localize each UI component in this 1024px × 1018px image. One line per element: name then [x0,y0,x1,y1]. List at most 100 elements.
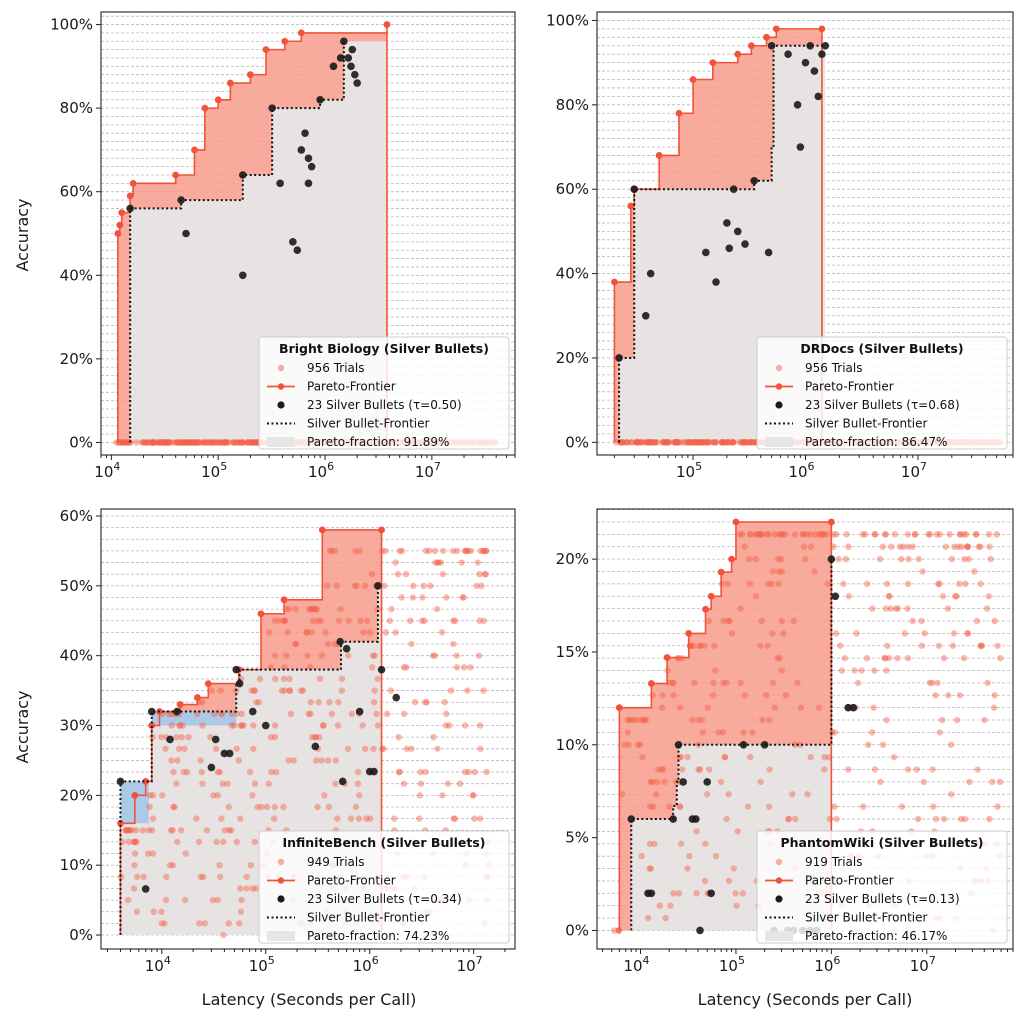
trial-point [715,729,722,736]
trial-point [471,768,479,776]
pareto-point [117,819,124,827]
trial-point [821,766,828,773]
trial-point [391,815,398,822]
trial-point [909,617,916,625]
trial-point [235,439,243,446]
trial-point [422,768,429,776]
trial-point [439,547,447,555]
trial-point [639,753,646,761]
trial-point [396,768,403,776]
trial-point [450,815,457,822]
trial-point [672,439,680,446]
trial-point [184,439,191,446]
trial-point [811,568,818,575]
trial-point [220,439,227,446]
trial-point [290,757,297,764]
trial-point [317,617,325,624]
trial-point [215,439,223,446]
trial-point [458,559,465,566]
trial-point [647,865,655,872]
trial-point [820,531,828,538]
trial-point [323,582,331,590]
trial-point [698,439,706,446]
trial-point [671,439,678,446]
trial-point [940,815,948,823]
silver-bullet-point [646,269,655,278]
trial-point [207,733,214,741]
trial-point [730,439,737,446]
trial-point [443,594,450,601]
trial-point [255,699,263,706]
y-tick-label: 15% [556,643,589,661]
trial-point [197,757,204,764]
trial-point [950,630,958,637]
trial-point [932,815,940,823]
legend-title: Bright Biology (Silver Bullets) [279,341,489,356]
trial-point [139,827,146,834]
x-tick-exponent: 6 [327,460,334,473]
trial-point [695,439,703,446]
trial-point [325,803,333,811]
trial-point [139,439,146,446]
trial-point [210,792,217,799]
trial-point [192,439,199,446]
trial-point [230,439,237,446]
trial-point [453,664,461,671]
trial-point [218,815,225,822]
trial-point [655,766,662,773]
legend-title: PhantomWiki (Silver Bullets) [780,835,983,850]
trial-point [662,439,669,446]
trial-point [868,729,876,736]
trial-point [634,439,642,446]
trial-point [697,642,704,649]
trial-point [434,559,441,566]
trial-point [249,439,256,446]
trial-point [710,692,717,699]
trial-point [936,580,943,588]
trial-point [434,745,441,752]
trial-point [228,722,235,729]
pareto-point [191,146,198,154]
trial-point [465,768,472,776]
trial-point [898,555,905,563]
trial-point [303,629,311,636]
y-tick-label: 20% [556,550,589,568]
trial-point [723,815,730,823]
panel-3: 0%10%20%30%40%50%60%104 105 106 107Infinite… [60,507,516,975]
trial-point [307,664,314,671]
silver-bullet-point [342,644,351,653]
trial-point [688,642,695,649]
trial-point [319,722,327,729]
trial-point [408,745,415,752]
trial-point [320,722,327,729]
trial-point [450,640,457,648]
trial-point [977,543,984,550]
trial-point [725,617,732,625]
trial-point [155,439,163,446]
trial-point [235,920,243,927]
trial-point [243,885,250,892]
trial-point [660,439,668,446]
trial-point [973,531,980,538]
trial-point [165,439,173,446]
trial-point [478,582,485,590]
trial-point [775,531,783,538]
trial-point [345,652,352,659]
silver-bullet-point [344,54,353,62]
trial-point [964,630,971,637]
silver-bullet-point [173,707,181,716]
trial-point [704,704,711,711]
trial-point [476,570,483,578]
trial-point [712,439,719,446]
trial-point [483,547,490,555]
trial-point [133,908,141,915]
trial-point [422,547,430,555]
trial-point [119,439,127,446]
trial-point [741,439,748,446]
trial-point [292,640,300,648]
trial-point [683,439,690,446]
trial-point [271,722,279,729]
trial-point [758,617,766,625]
trial-point [711,439,718,446]
trial-point [392,559,399,566]
